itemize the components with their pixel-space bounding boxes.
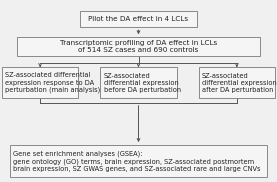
FancyBboxPatch shape bbox=[100, 67, 177, 98]
FancyBboxPatch shape bbox=[2, 67, 78, 98]
FancyBboxPatch shape bbox=[199, 67, 275, 98]
Text: SZ-associated
differential expression
before DA perturbation: SZ-associated differential expression be… bbox=[104, 73, 181, 93]
Text: Gene set enrichment analyses (GSEA):
gene ontology (GO) terms, brain expression,: Gene set enrichment analyses (GSEA): gen… bbox=[13, 150, 261, 172]
Text: SZ-associated
differential expression
after DA perturbation: SZ-associated differential expression af… bbox=[202, 73, 277, 93]
FancyBboxPatch shape bbox=[10, 145, 267, 177]
FancyBboxPatch shape bbox=[17, 37, 260, 56]
FancyBboxPatch shape bbox=[80, 11, 197, 27]
Text: Transcriptomic profiling of DA effect in LCLs
of 514 SZ cases and 690 controls: Transcriptomic profiling of DA effect in… bbox=[60, 40, 217, 53]
Text: Pilot the DA effect in 4 LCLs: Pilot the DA effect in 4 LCLs bbox=[88, 16, 189, 22]
Text: SZ-associated differential
expression response to DA
perturbation (main analysis: SZ-associated differential expression re… bbox=[5, 72, 101, 93]
